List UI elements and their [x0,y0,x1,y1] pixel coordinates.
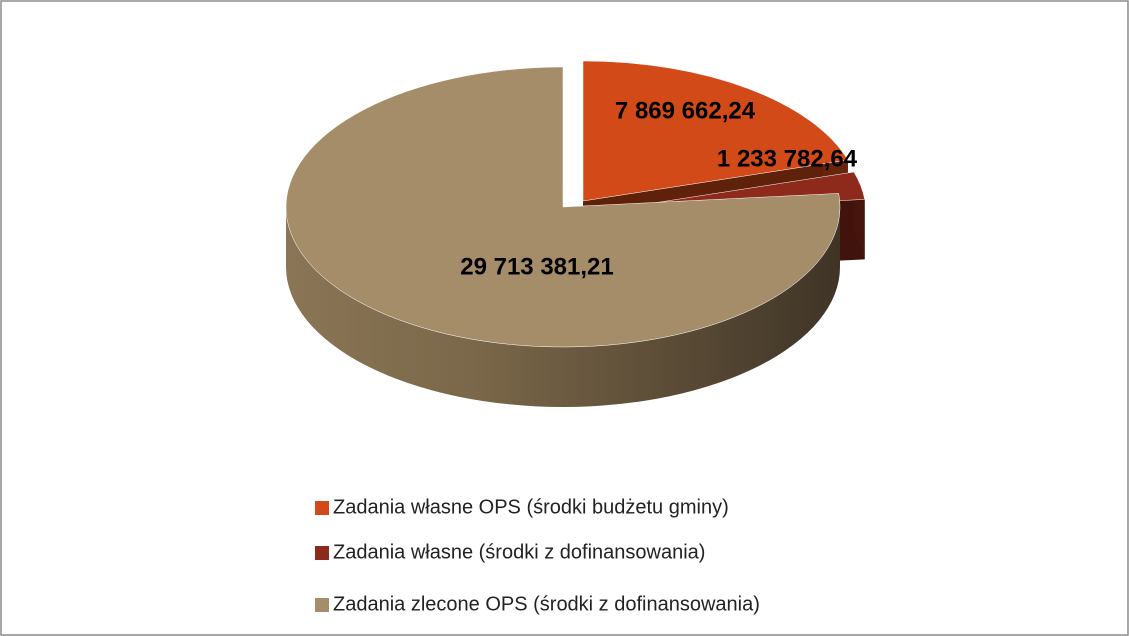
legend-label: Zadania własne OPS (środki budżetu gminy… [333,496,729,518]
value-label: 29 713 381,21 [460,253,613,280]
legend-label: Zadania własne (środki z dofinansowania) [333,541,705,563]
legend-label: Zadania zlecone OPS (środki z dofinansow… [333,593,760,615]
slice-side [286,207,840,407]
legend-swatch [315,501,329,515]
legend-swatch [315,598,329,612]
slice [582,60,849,202]
value-label: 7 869 662,24 [615,97,756,124]
value-label: 1 233 782,64 [717,145,858,172]
slice [285,66,841,348]
legend-swatch [315,546,329,560]
